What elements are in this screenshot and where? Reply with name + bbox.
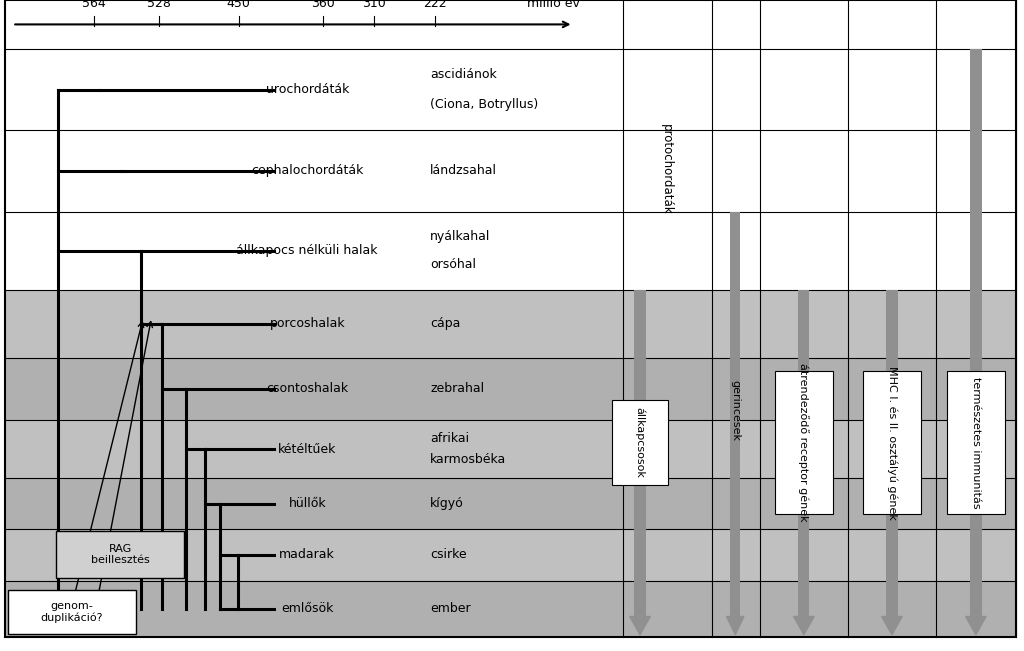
Text: ascidiánok: ascidiánok <box>430 68 497 81</box>
Bar <box>971 49 981 616</box>
Bar <box>635 290 646 616</box>
Text: állkapcsosok: állkapcsosok <box>635 408 645 478</box>
Text: csontoshalak: csontoshalak <box>266 383 348 395</box>
Bar <box>5 529 1016 581</box>
Text: gerincesek: gerincesek <box>730 380 740 441</box>
Text: zebrahal: zebrahal <box>430 383 484 395</box>
Text: hüllők: hüllők <box>289 497 326 510</box>
Polygon shape <box>794 616 814 635</box>
Text: cápa: cápa <box>430 318 461 330</box>
Text: protochordaták: protochordaták <box>660 124 673 215</box>
Bar <box>887 290 897 616</box>
Text: (Ciona, Botryllus): (Ciona, Botryllus) <box>430 98 539 111</box>
Text: átrendeződő receptor gének: átrendeződő receptor gének <box>799 363 809 522</box>
Text: millió év: millió év <box>526 0 580 10</box>
Text: állkapocs nélküli halak: állkapocs nélküli halak <box>237 244 378 257</box>
Text: ember: ember <box>430 602 471 615</box>
Bar <box>947 371 1005 514</box>
Text: 360: 360 <box>310 0 335 10</box>
Polygon shape <box>966 616 986 635</box>
Text: emlősök: emlősök <box>281 602 334 615</box>
Text: MHC I. és II. osztályú gének: MHC I. és II. osztályú gének <box>887 366 897 519</box>
Text: 564: 564 <box>82 0 106 10</box>
Polygon shape <box>630 616 650 635</box>
Text: madarak: madarak <box>280 548 335 561</box>
Text: cephalochordáták: cephalochordáták <box>251 165 364 177</box>
Text: kígyó: kígyó <box>430 497 464 510</box>
Bar <box>5 420 1016 478</box>
Text: porcoshalak: porcoshalak <box>269 318 345 330</box>
Text: afrikai: afrikai <box>430 432 469 445</box>
Text: 450: 450 <box>226 0 251 10</box>
Text: 222: 222 <box>423 0 447 10</box>
Text: természetes immunitás: természetes immunitás <box>971 377 981 508</box>
Text: karmosbéka: karmosbéka <box>430 453 506 466</box>
Text: RAG
beillesztés: RAG beillesztés <box>91 544 151 566</box>
Polygon shape <box>882 616 902 635</box>
Text: csirke: csirke <box>430 548 467 561</box>
Bar <box>612 400 668 485</box>
Text: nyálkahal: nyálkahal <box>430 230 490 243</box>
Bar <box>5 581 1016 637</box>
Text: orsóhal: orsóhal <box>430 258 476 271</box>
Bar <box>56 531 184 578</box>
Polygon shape <box>727 616 743 635</box>
Text: urochordáták: urochordáták <box>265 83 349 96</box>
Bar <box>5 478 1016 529</box>
Bar <box>799 290 810 616</box>
Bar <box>863 371 921 514</box>
Bar <box>8 590 136 634</box>
Text: lándzsahal: lándzsahal <box>430 165 497 177</box>
Bar <box>730 212 740 616</box>
Text: 528: 528 <box>146 0 171 10</box>
Text: kétéltűek: kétéltűek <box>278 443 337 456</box>
Text: 310: 310 <box>361 0 386 10</box>
Bar <box>5 358 1016 420</box>
Text: genom-
duplikáció?: genom- duplikáció? <box>40 601 103 623</box>
Bar <box>775 371 833 514</box>
Bar <box>5 290 1016 358</box>
